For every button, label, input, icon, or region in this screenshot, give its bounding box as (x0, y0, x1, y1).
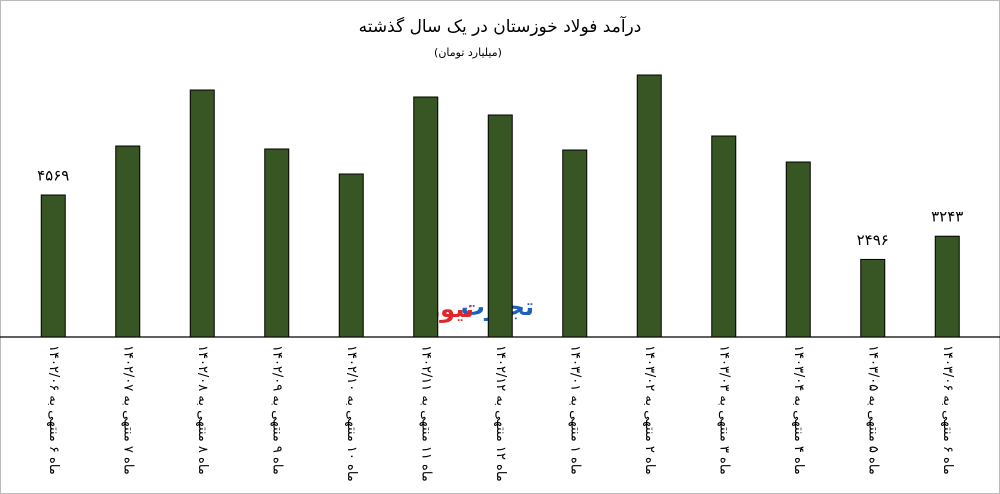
x-tick-label: ماه ۶ منتهی به ۱۴۰۲/۰۶ (46, 345, 61, 475)
bar (189, 89, 215, 338)
bar (711, 135, 737, 338)
data-label: ۳۲۴۳ (931, 208, 963, 226)
bar (487, 114, 513, 338)
x-tick-label: ماه ۱۰ منتهی به ۱۴۰۲/۱۰ (344, 345, 359, 482)
x-tick-label: ماه ۱۱ منتهی به ۱۴۰۲/۱۱ (418, 345, 433, 482)
bar (934, 235, 960, 338)
bar (562, 149, 588, 338)
x-tick-label: ماه ۵ منتهی به ۱۴۰۳/۰۵ (865, 345, 880, 475)
bar (115, 145, 141, 338)
bar (860, 258, 886, 338)
data-label: ۴۵۶۹ (37, 167, 69, 185)
chart-title: درآمد فولاد خوزستان در یک سال گذشته (359, 15, 642, 37)
bar (338, 173, 364, 338)
bar (40, 194, 66, 338)
bar (785, 161, 811, 338)
x-tick-label: ماه ۹ منتهی به ۱۴۰۲/۰۹ (269, 345, 284, 475)
x-tick-label: ماه ۲ منتهی به ۱۴۰۳/۰۲ (642, 345, 657, 475)
x-tick-label: ماه ۳ منتهی به ۱۴۰۳/۰۳ (716, 345, 731, 475)
bar (264, 148, 290, 338)
bar (413, 96, 439, 338)
x-tick-label: ماه ۷ منتهی به ۱۴۰۲/۰۷ (120, 345, 135, 475)
x-tick-label: ماه ۴ منتهی به ۱۴۰۳/۰۴ (791, 345, 806, 475)
x-tick-label: ماه ۶ منتهی به ۱۴۰۳/۰۶ (940, 345, 955, 475)
x-tick-label: ماه ۸ منتهی به ۱۴۰۲/۰۸ (195, 345, 210, 475)
chart-subtitle: (میلیارد تومان) (434, 46, 502, 59)
data-label: ۲۴۹۶ (857, 231, 889, 249)
bar (636, 74, 662, 338)
x-tick-label: ماه ۱ منتهی به ۱۴۰۳/۰۱ (567, 345, 582, 475)
x-tick-label: ماه ۱۲ منتهی به ۱۴۰۲/۱۲ (493, 345, 508, 482)
